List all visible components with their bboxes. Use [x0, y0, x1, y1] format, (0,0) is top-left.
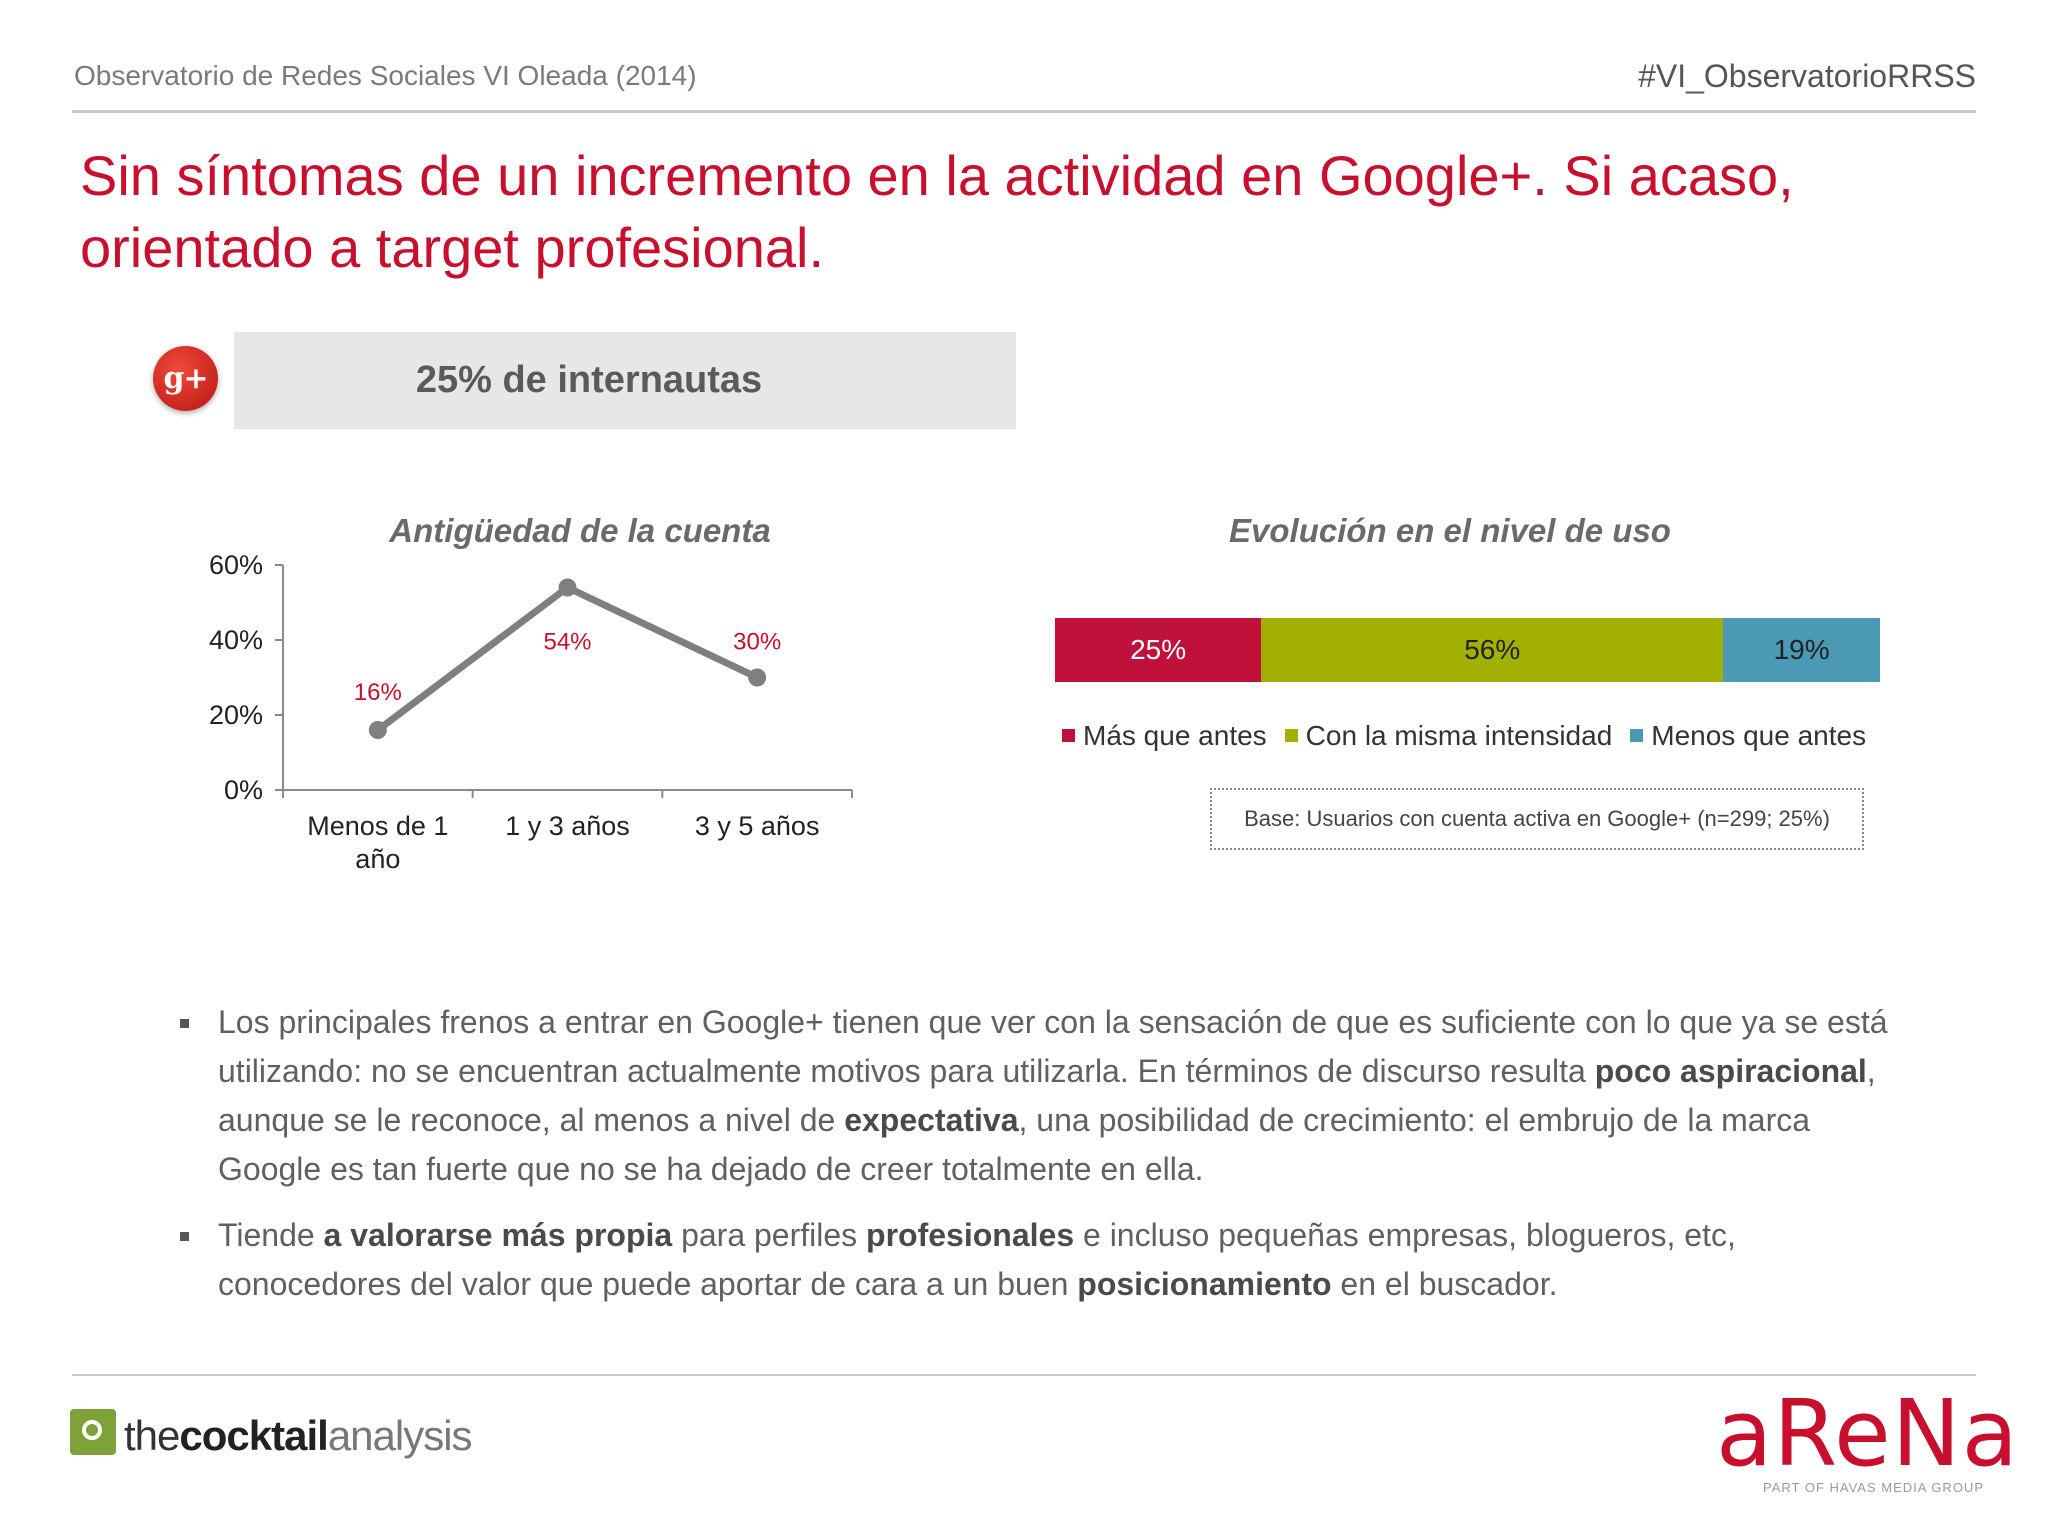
- bullet-marker-icon: [180, 1232, 189, 1241]
- legend-item: Más que antes: [1062, 720, 1267, 752]
- legend-swatch: [1062, 729, 1075, 743]
- x-tick-label: 3 y 5 años: [695, 811, 820, 841]
- legend-swatch: [1284, 729, 1298, 743]
- x-tick-label-line: Menos de 1: [307, 811, 448, 841]
- base-note: Base: Usuarios con cuenta activa en Goog…: [1210, 788, 1864, 850]
- bullet-item: Tiende a valorarse más propia para perfi…: [176, 1211, 1896, 1309]
- bar-segment: 25%: [1055, 618, 1262, 682]
- bullet-emphasis: a valorarse más propia: [323, 1217, 673, 1253]
- data-point: [558, 578, 577, 597]
- bullet-text: , aunque se le reconoce, al menos a nive…: [218, 1053, 1876, 1138]
- stacked-bar-chart: 25% 56% 19%: [1050, 618, 1890, 688]
- bullet-text: Tiende: [218, 1217, 324, 1253]
- bar-chart-legend: Más que antes Con la misma intensidad Meno…: [1062, 720, 1884, 760]
- header-survey-title: Observatorio de Redes Sociales VI Oleada…: [74, 60, 697, 91]
- x-tick-label-line: 1 y 3 años: [505, 811, 630, 841]
- bullet-text: en el buscador.: [1331, 1266, 1558, 1302]
- y-tick-label: 0%: [224, 775, 263, 805]
- bar-segment: 19%: [1723, 618, 1880, 682]
- arena-logo: aReNa PART OF HAVAS MEDIA GROUP: [1716, 1380, 2019, 1496]
- x-tick-label-line: año: [355, 844, 400, 874]
- data-label: 16%: [354, 679, 402, 706]
- bar-segment: 56%: [1261, 618, 1724, 682]
- legend-item: Con la misma intensidad: [1284, 720, 1613, 752]
- bullet-emphasis: poco aspiracional: [1594, 1053, 1867, 1089]
- x-tick-label: 1 y 3 años: [505, 811, 630, 841]
- legend-label: Menos que antes: [1651, 720, 1867, 751]
- bullet-emphasis: profesionales: [866, 1217, 1075, 1253]
- bullet-list: Los principales frenos a entrar en Googl…: [176, 998, 1896, 1326]
- bullet-text: para perfiles: [672, 1217, 867, 1253]
- arena-logo-subtitle: PART OF HAVAS MEDIA GROUP: [1762, 1480, 1984, 1495]
- bullet-emphasis: expectativa: [844, 1102, 1019, 1138]
- series-line: [375, 584, 759, 733]
- bullet-marker-icon: [180, 1019, 189, 1028]
- bar-chart-title: Evolución en el nivel de uso: [1229, 512, 1671, 549]
- x-tick-label: Menos de 1 año: [307, 811, 448, 874]
- bullet-text: Los principales frenos a entrar en Googl…: [218, 1004, 1888, 1089]
- data-label: 54%: [543, 629, 591, 656]
- data-point: [748, 668, 767, 687]
- bullet-item: Los principales frenos a entrar en Googl…: [176, 998, 1896, 1194]
- data-point: [368, 721, 387, 739]
- cocktail-analysis-logo: thecocktailanalysis: [70, 1409, 473, 1472]
- google-plus-icon: g+: [153, 346, 218, 411]
- y-tick-label: 20%: [209, 700, 263, 730]
- legend-swatch: [1630, 729, 1644, 743]
- cocktail-logo-the: the: [124, 1412, 180, 1459]
- slide-title: Sin síntomas de un incremento en la acti…: [80, 144, 1794, 279]
- y-tick-label: 60%: [209, 550, 263, 580]
- header-divider: [72, 110, 1976, 113]
- arena-logo-word: aReNa: [1716, 1380, 2019, 1487]
- stat-text: 25% de internautas: [415, 359, 763, 401]
- legend-label: Con la misma intensidad: [1305, 720, 1613, 751]
- cocktail-logo-main: cocktail: [179, 1412, 328, 1459]
- line-chart: 0% 20% 40% 60% Menos de 1 año 1 y 3 años 3 y 5 …: [209, 550, 853, 874]
- header-hashtag: #VI_ObservatorioRRSS: [1638, 58, 1976, 94]
- bullet-text: , una posibilidad de crecimiento: el emb…: [218, 1102, 1811, 1187]
- bullet-text: e incluso pequeñas empresas, blogueros, …: [218, 1217, 1736, 1302]
- bullet-emphasis: posicionamiento: [1077, 1266, 1332, 1302]
- x-tick-label-line: 3 y 5 años: [695, 811, 820, 841]
- legend-item: Menos que antes: [1630, 720, 1866, 752]
- data-label: 30%: [733, 629, 781, 656]
- footer-divider: [72, 1374, 1976, 1376]
- cocktail-logo-icon: [70, 1409, 116, 1455]
- legend-label: Más que antes: [1083, 720, 1267, 751]
- cocktail-logo-sub: analysis: [327, 1412, 473, 1459]
- y-tick-label: 40%: [209, 625, 263, 655]
- line-chart-title: Antigüedad de la cuenta: [389, 512, 771, 549]
- stat-box: [234, 332, 1016, 429]
